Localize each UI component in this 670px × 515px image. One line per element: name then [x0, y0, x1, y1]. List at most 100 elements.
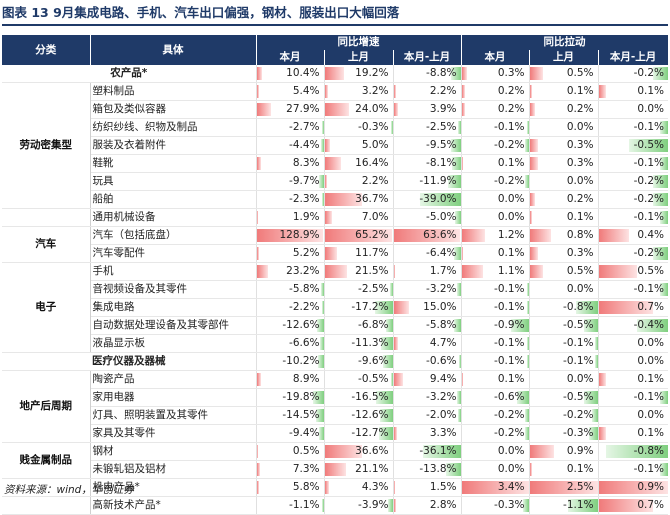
value-text: 0.8% — [566, 229, 594, 241]
data-bar — [530, 157, 538, 170]
value-cell: -0.2% — [597, 172, 669, 191]
value-text: 8.3% — [292, 157, 320, 169]
value-text: 0.0% — [566, 283, 594, 295]
category-cell: 贱金属制品 — [2, 442, 91, 479]
data-bar — [394, 265, 396, 278]
data-bar — [452, 157, 461, 170]
value-text: 0.2% — [566, 193, 594, 205]
data-bar — [325, 247, 337, 260]
value-text: 0.0% — [566, 175, 594, 187]
value-text: 1.9% — [292, 211, 320, 223]
data-bar — [660, 121, 669, 134]
value-text: 0.0% — [497, 445, 525, 457]
value-text: 27.9% — [286, 103, 320, 115]
value-text: 0.0% — [497, 211, 525, 223]
value-cell: -9.7% — [255, 172, 324, 191]
figure-title-bar: 图表 13 9月集成电路、手机、汽车出口偏强，钢材、服装出口大幅回落 — [2, 2, 668, 26]
value-text: -0.5% — [563, 319, 594, 331]
value-cell: 0.1% — [528, 208, 599, 227]
value-cell: 0.5% — [528, 262, 599, 281]
table-row: 液晶显示板 -6.6% -11.3% 4.7% -0.1% -0.1% 0.0% — [2, 334, 669, 353]
value-text: -0.2% — [494, 427, 525, 439]
value-cell: 7.0% — [323, 208, 393, 227]
value-text: -16.5% — [351, 391, 389, 403]
value-cell: 0.5% — [255, 442, 324, 461]
item-cell: 未锻轧铝及铝材 — [90, 460, 256, 479]
data-bar — [394, 427, 397, 440]
value-text: 8.9% — [292, 373, 320, 385]
value-text: 36.6% — [355, 445, 389, 457]
header-pull-last: 上月 — [529, 50, 599, 65]
value-text: 0.0% — [497, 193, 525, 205]
data-bar — [606, 445, 669, 458]
data-bar — [325, 85, 328, 98]
data-bar — [257, 463, 261, 476]
value-text: -3.9% — [358, 499, 389, 511]
value-cell: -0.1% — [597, 388, 669, 407]
item-cell: 自动数据处理设备及其零部件 — [90, 316, 256, 335]
value-cell: -0.2% — [597, 190, 669, 209]
value-text: 0.1% — [497, 247, 525, 259]
value-text: -0.2% — [494, 409, 525, 421]
data-bar — [660, 211, 669, 224]
item-cell: 家具及其零件 — [90, 424, 256, 443]
data-bar — [380, 337, 393, 350]
data-bar — [325, 481, 329, 494]
data-bar — [322, 121, 324, 134]
value-text: 3.3% — [429, 427, 457, 439]
value-cell: 0.1% — [528, 82, 599, 101]
value-cell: -0.6% — [460, 388, 530, 407]
value-cell: 0.4% — [597, 226, 669, 245]
category-cell: 劳动密集型 — [2, 82, 91, 209]
header-growth-diff: 本月-上月 — [393, 50, 462, 65]
value-text: -5.8% — [426, 319, 457, 331]
value-cell: 0.3% — [528, 154, 599, 173]
value-text: 0.2% — [566, 103, 594, 115]
data-bar — [462, 265, 484, 278]
value-cell: -0.1% — [597, 154, 669, 173]
data-bar — [660, 157, 669, 170]
item-cell: 集成电路 — [90, 298, 256, 317]
value-cell: -0.6% — [392, 352, 462, 371]
item-cell: 服装及衣着附件 — [90, 136, 256, 155]
header-growth-group: 同比增速 — [256, 35, 462, 50]
value-text: -0.2% — [633, 67, 665, 79]
value-cell: -1.1% — [528, 496, 599, 515]
table-row: 机电产品* 5.8% 4.3% 1.5% 3.4% 2.5% 0.9% — [2, 478, 669, 497]
data-bar — [599, 301, 653, 314]
item-cell: 机电产品* — [90, 478, 256, 497]
value-cell: -0.2% — [597, 65, 669, 83]
data-bar — [257, 445, 258, 458]
value-text: 9.4% — [429, 373, 457, 385]
data-bar — [637, 319, 669, 332]
value-cell: 5.0% — [323, 136, 393, 155]
value-cell: -17.2% — [323, 298, 393, 317]
value-cell: -2.3% — [255, 190, 324, 209]
value-text: -3.2% — [426, 283, 457, 295]
item-cell: 玩具 — [90, 172, 256, 191]
value-cell: -19.8% — [255, 388, 324, 407]
value-text: -1.1% — [289, 499, 320, 511]
table-body: 农产品* 10.4% 19.2% -8.8% 0.3% 0.5% -0.2% 劳动密集型 塑料制… — [2, 65, 669, 515]
value-text: 0.0% — [637, 409, 665, 421]
value-cell: -5.8% — [255, 280, 324, 299]
value-cell: 0.0% — [528, 280, 599, 299]
data-bar — [599, 229, 630, 242]
table-row: 家用电器 -19.8% -16.5% -3.2% -0.6% -0.5% -0.1% — [2, 388, 669, 407]
data-bar — [450, 139, 461, 152]
header-growth-last: 上月 — [324, 50, 394, 65]
data-bar — [454, 319, 461, 332]
value-text: -0.5% — [633, 139, 665, 151]
value-cell: 0.1% — [528, 460, 599, 479]
value-cell: -0.1% — [597, 280, 669, 299]
value-cell: 0.1% — [597, 370, 669, 389]
data-bar — [530, 481, 598, 494]
value-cell: -3.2% — [392, 280, 462, 299]
value-cell: 1.7% — [392, 262, 462, 281]
value-text: 0.4% — [637, 229, 665, 241]
table-row: 自动数据处理设备及其零部件 -12.6% -6.8% -5.8% -0.9% -0.5% -… — [2, 316, 669, 335]
value-cell: -8.8% — [392, 65, 462, 83]
value-cell: -2.5% — [323, 280, 393, 299]
value-cell: 0.3% — [528, 136, 599, 155]
value-text: -0.1% — [633, 463, 665, 475]
